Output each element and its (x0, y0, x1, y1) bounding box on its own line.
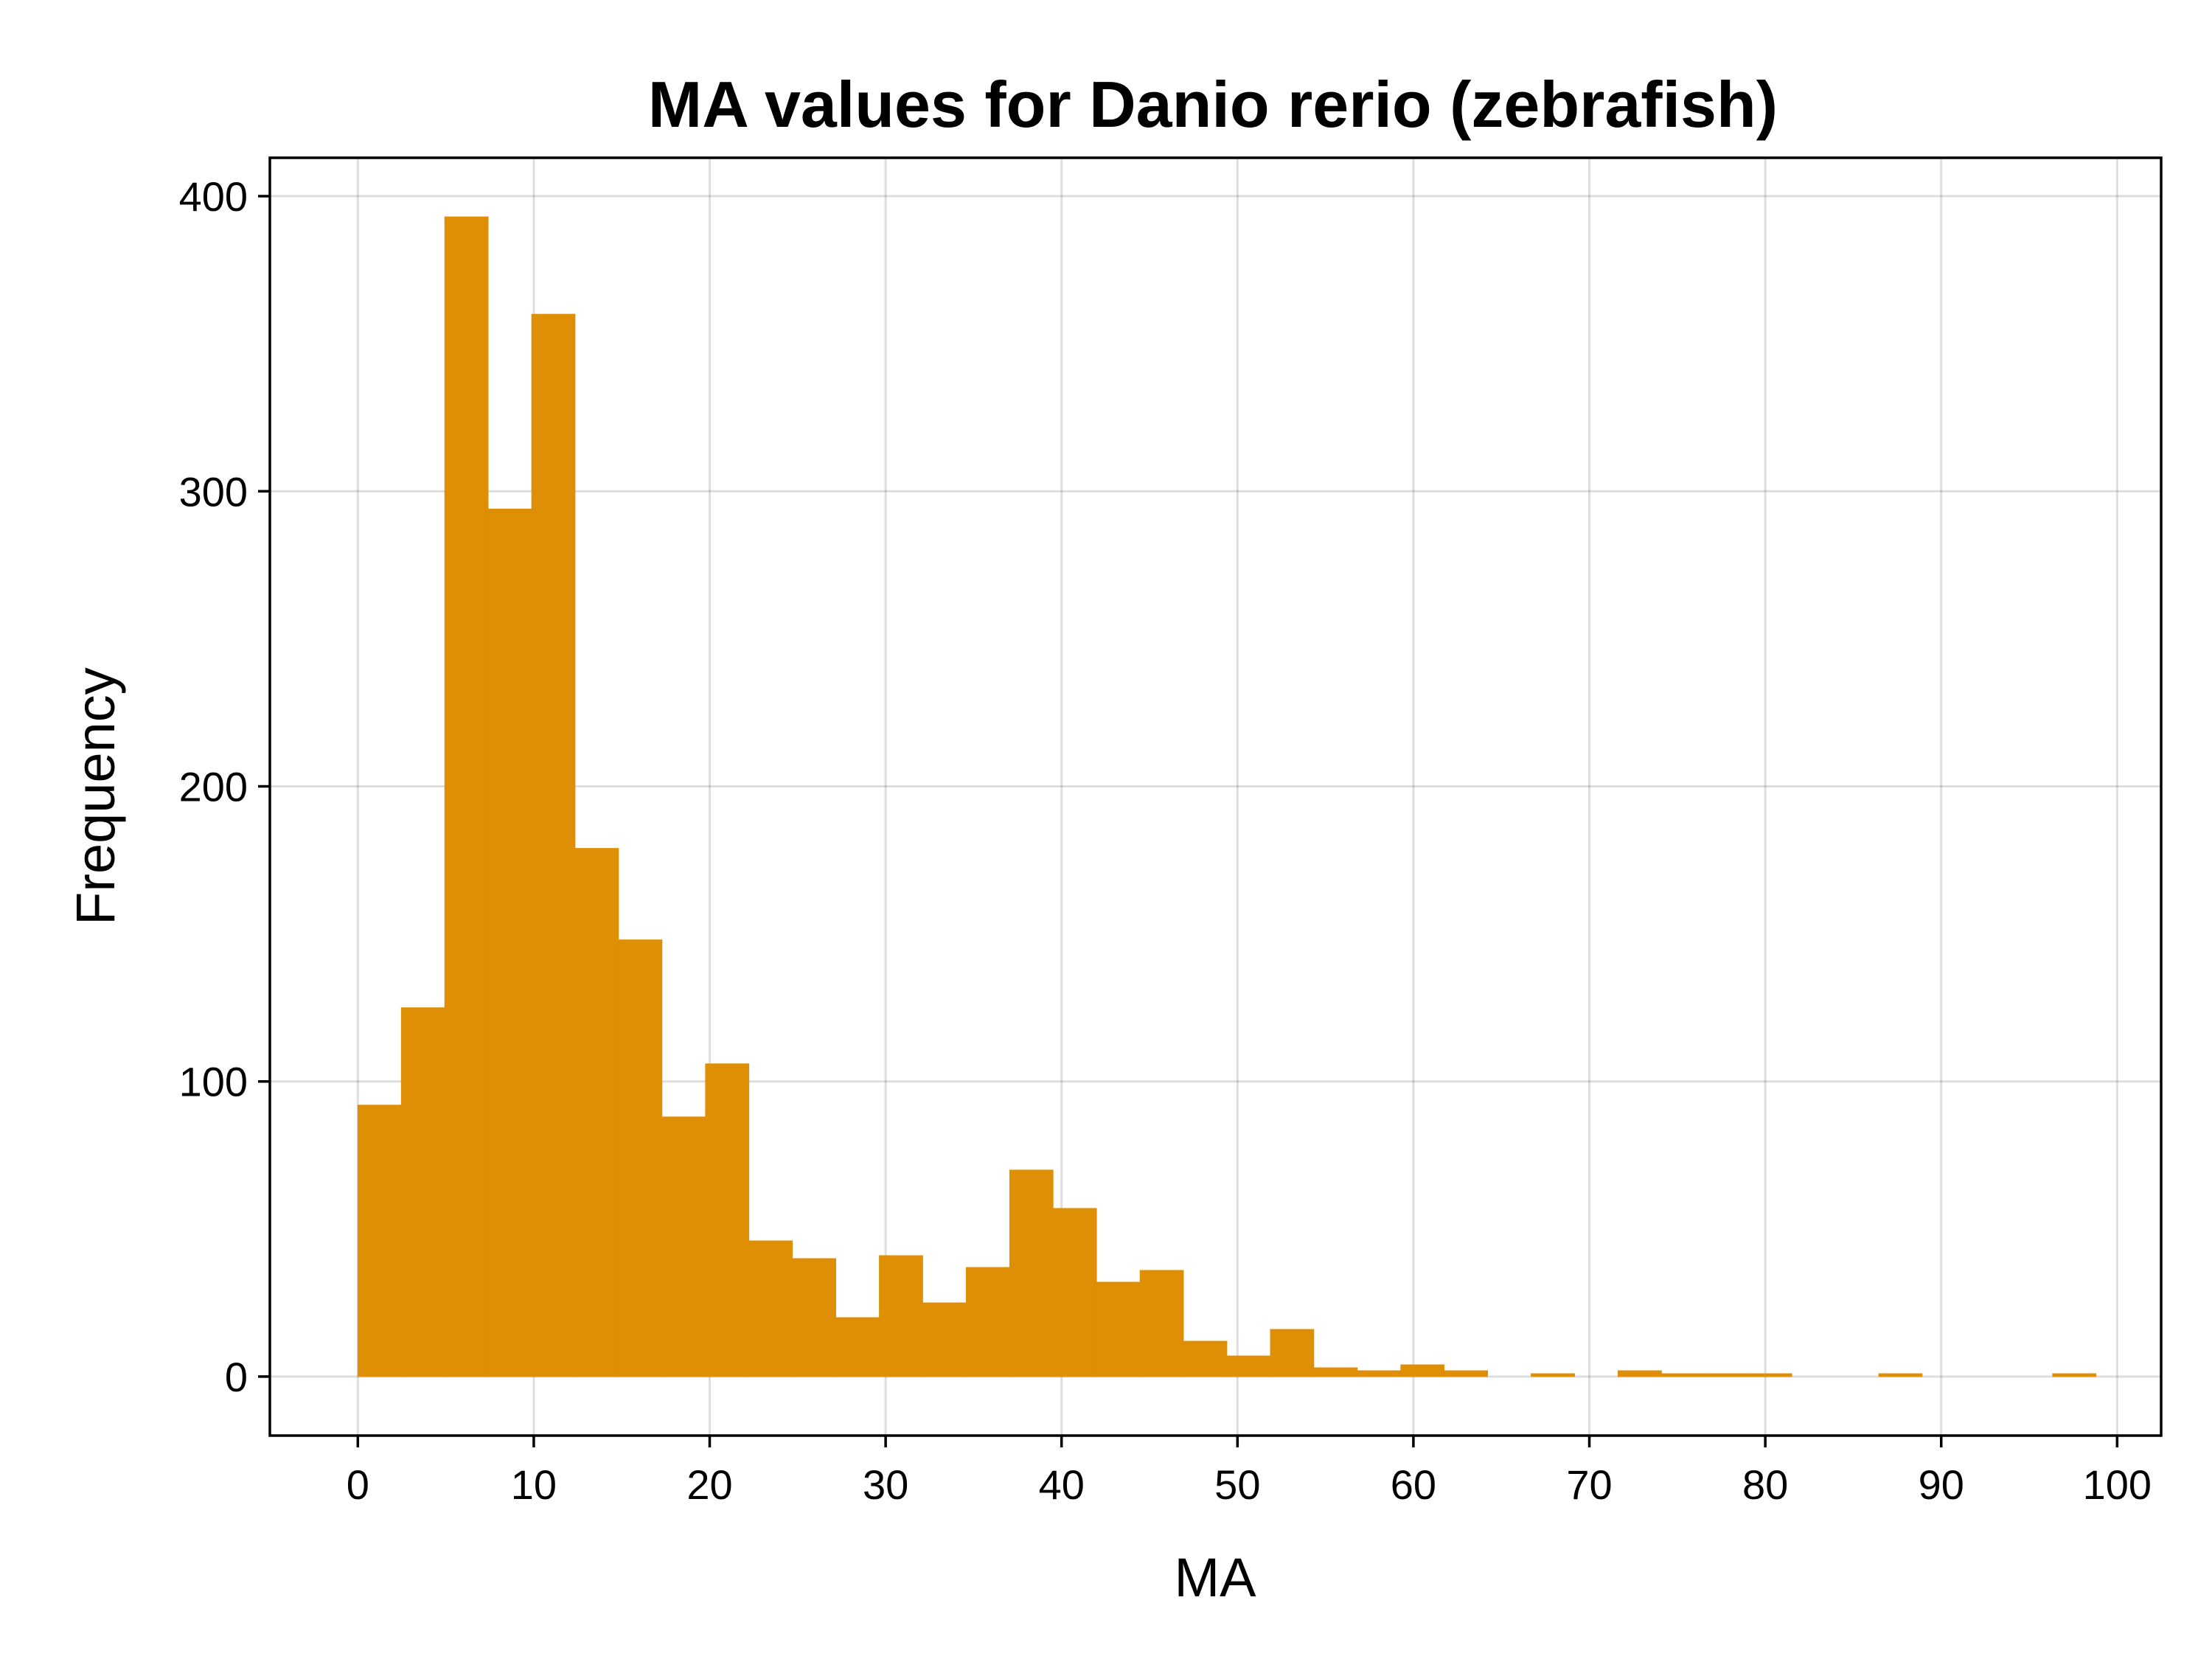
histogram-bar-16 (1052, 1208, 1097, 1377)
histogram-bar-4 (531, 313, 576, 1377)
histogram-bar-11 (835, 1317, 880, 1377)
chart-title: MA values for Danio rerio (zebrafish) (648, 68, 1778, 141)
histogram-bar-15 (1009, 1169, 1054, 1377)
x-tick-label: 40 (1039, 1461, 1085, 1508)
histogram-bar-27 (1531, 1373, 1575, 1377)
y-axis-label: Frequency (65, 667, 126, 925)
histogram-bar-0 (357, 1105, 402, 1377)
histogram-bar-17 (1096, 1281, 1141, 1377)
histogram-bar-8 (705, 1063, 750, 1377)
histogram-bar-30 (1660, 1373, 1705, 1377)
histogram-bar-19 (1183, 1340, 1228, 1377)
plot-frame (268, 156, 2163, 1437)
tick-layer: 0 10 20 30 40 50 60 70 80 90 100 0 100 200 300 400 (179, 173, 2152, 1508)
histogram-bar-6 (618, 939, 663, 1377)
histogram-bar-23 (1357, 1370, 1402, 1377)
histogram-bar-31 (1704, 1373, 1749, 1377)
bar-layer (357, 216, 2097, 1377)
histogram-bar-3 (487, 508, 532, 1377)
histogram-bar-22 (1313, 1367, 1358, 1377)
x-tick-label: 100 (2083, 1461, 2152, 1508)
histogram-bar-21 (1270, 1329, 1315, 1377)
x-tick-label: 50 (1214, 1461, 1260, 1508)
x-tick-label: 30 (863, 1461, 908, 1508)
x-tick-label: 20 (686, 1461, 732, 1508)
histogram-bar-14 (965, 1267, 1010, 1377)
x-tick-label: 90 (1919, 1461, 1964, 1508)
histogram-bar-12 (879, 1255, 923, 1377)
y-tick-label: 0 (225, 1354, 248, 1400)
histogram-bar-18 (1139, 1270, 1184, 1377)
x-tick-label: 60 (1391, 1461, 1436, 1508)
histogram-bar-5 (574, 848, 619, 1377)
histogram-bar-20 (1226, 1355, 1271, 1377)
histogram-bar-25 (1444, 1370, 1489, 1377)
y-tick-label: 300 (179, 468, 248, 515)
x-axis-label: MA (1175, 1547, 1257, 1608)
histogram-bar-29 (1618, 1370, 1662, 1377)
histogram-bar-7 (661, 1116, 706, 1377)
x-tick-label: 0 (347, 1461, 369, 1508)
histogram-bar-2 (444, 216, 489, 1377)
y-tick-label: 200 (179, 763, 248, 810)
histogram-bar-9 (748, 1240, 793, 1377)
histogram-bar-35 (1878, 1373, 1923, 1377)
x-tick-label: 10 (511, 1461, 557, 1508)
histogram-bar-1 (400, 1007, 445, 1377)
histogram-bar-10 (792, 1258, 836, 1377)
y-tick-label: 100 (179, 1059, 248, 1105)
y-tick-label: 400 (179, 173, 248, 220)
histogram-bar-24 (1400, 1364, 1445, 1377)
histogram-bar-39 (2052, 1373, 2097, 1377)
histogram-bar-32 (1747, 1373, 1792, 1377)
x-tick-label: 70 (1566, 1461, 1612, 1508)
histogram-bar-13 (922, 1302, 967, 1377)
x-tick-label: 80 (1742, 1461, 1788, 1508)
